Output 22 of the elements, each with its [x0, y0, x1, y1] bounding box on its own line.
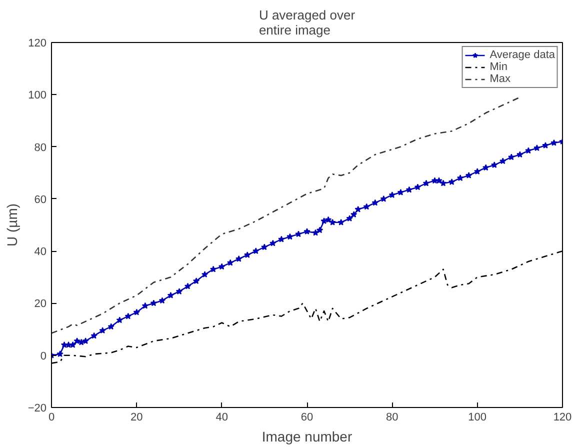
x-tick-label: 100 [468, 412, 487, 424]
x-tick-label: 40 [216, 412, 228, 424]
chart-title: U averaged over entire image [258, 8, 356, 38]
x-tick-label: 0 [48, 412, 55, 424]
y-tick-label: 60 [34, 194, 47, 206]
x-tick-label: 120 [553, 412, 572, 424]
x-tick-label: 20 [130, 412, 143, 424]
y-tick-label: 0 [40, 350, 47, 362]
y-tick-label: −20 [28, 402, 47, 414]
x-tick-label: 80 [386, 412, 398, 424]
y-tick-label: 100 [28, 90, 47, 102]
x-tick-label: 60 [300, 412, 314, 424]
y-tick-label: 40 [34, 246, 47, 258]
y-axis-title: U (µm) [4, 203, 20, 247]
y-tick-label: 80 [34, 142, 47, 154]
x-axis-title: Image number [262, 428, 352, 444]
y-tick-label: 120 [28, 38, 47, 50]
line-series [52, 96, 521, 334]
legend-label: Min [490, 61, 508, 73]
legend-label: Average data [490, 49, 555, 61]
legend-label: Max [490, 73, 511, 85]
y-tick-label: 20 [34, 298, 47, 310]
